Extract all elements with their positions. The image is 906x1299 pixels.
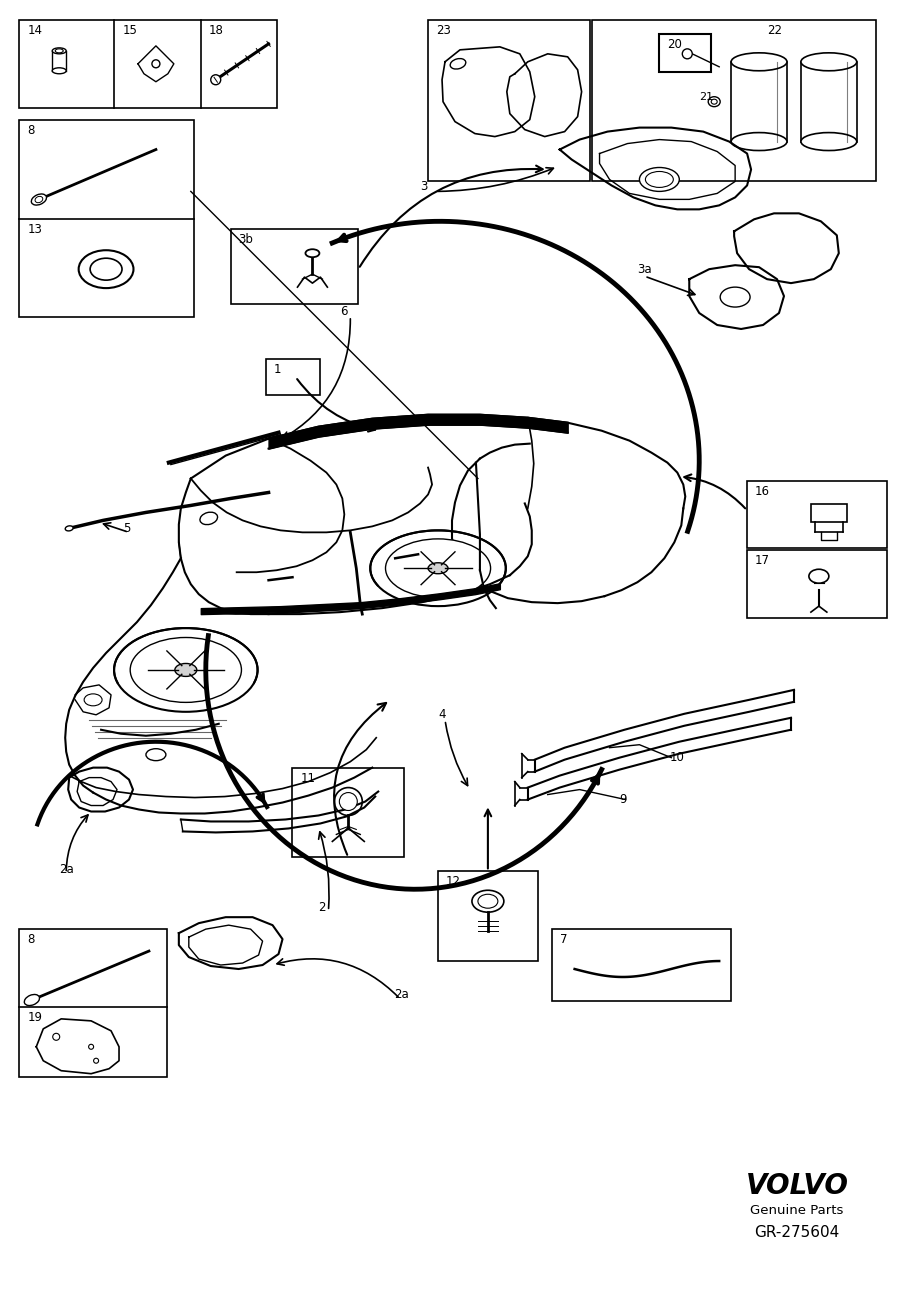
Text: 15: 15 (123, 23, 138, 36)
Text: Genuine Parts: Genuine Parts (750, 1204, 843, 1217)
Text: 5: 5 (123, 522, 130, 535)
Text: 18: 18 (208, 23, 224, 36)
Ellipse shape (211, 75, 221, 84)
Bar (428, 19, 590, 182)
Ellipse shape (708, 96, 720, 107)
Text: 10: 10 (670, 751, 684, 764)
Ellipse shape (682, 49, 692, 58)
Text: 20: 20 (668, 38, 682, 51)
Ellipse shape (93, 1059, 99, 1063)
Bar (801, 62, 857, 142)
Bar (19, 929, 167, 1077)
Text: 2a: 2a (59, 863, 74, 876)
Ellipse shape (428, 562, 448, 574)
Text: GR-275604: GR-275604 (755, 1225, 840, 1239)
Bar (747, 551, 887, 618)
Ellipse shape (801, 132, 857, 151)
Ellipse shape (450, 58, 466, 69)
Text: 17: 17 (755, 555, 770, 568)
Ellipse shape (146, 748, 166, 761)
Ellipse shape (801, 53, 857, 70)
Ellipse shape (114, 627, 257, 712)
Ellipse shape (711, 99, 718, 104)
Text: 6: 6 (341, 304, 348, 317)
Ellipse shape (731, 132, 787, 151)
Text: 21: 21 (699, 92, 713, 101)
Ellipse shape (720, 287, 750, 307)
Text: 8: 8 (27, 123, 34, 136)
Bar (19, 120, 194, 317)
Text: 22: 22 (767, 23, 782, 36)
Ellipse shape (32, 194, 46, 205)
Ellipse shape (645, 171, 673, 187)
Text: 16: 16 (755, 485, 770, 498)
Text: 14: 14 (27, 23, 43, 36)
Text: 7: 7 (560, 933, 567, 946)
Text: 23: 23 (436, 23, 451, 36)
Text: 11: 11 (301, 772, 315, 785)
Ellipse shape (35, 196, 43, 203)
Ellipse shape (89, 1044, 93, 1050)
Ellipse shape (130, 638, 242, 703)
Text: 19: 19 (27, 1011, 43, 1024)
Text: 13: 13 (27, 223, 43, 236)
Bar (660, 34, 711, 71)
Ellipse shape (24, 995, 40, 1005)
Ellipse shape (90, 259, 122, 281)
Text: 2: 2 (318, 900, 326, 913)
Ellipse shape (152, 60, 159, 68)
Bar (438, 872, 538, 961)
Ellipse shape (640, 168, 680, 191)
Ellipse shape (65, 526, 73, 531)
Text: 8: 8 (27, 933, 34, 946)
Bar (552, 929, 731, 1002)
Bar (19, 19, 276, 108)
Text: 12: 12 (446, 876, 461, 889)
Bar (747, 481, 887, 548)
Ellipse shape (53, 48, 66, 53)
Ellipse shape (386, 539, 490, 598)
Bar (731, 62, 787, 142)
Text: 9: 9 (620, 792, 627, 807)
Ellipse shape (731, 53, 787, 70)
Ellipse shape (53, 68, 66, 74)
Ellipse shape (200, 512, 217, 525)
Ellipse shape (79, 251, 133, 288)
Bar (265, 359, 321, 395)
Text: 4: 4 (438, 708, 446, 721)
Bar (293, 768, 404, 857)
Bar (231, 230, 358, 304)
Bar (811, 504, 847, 522)
Ellipse shape (340, 792, 357, 811)
Ellipse shape (53, 1033, 60, 1040)
Ellipse shape (305, 249, 320, 257)
Text: VOLVO: VOLVO (746, 1173, 848, 1200)
Text: 1: 1 (274, 362, 281, 375)
Text: 3: 3 (420, 181, 428, 194)
Ellipse shape (809, 569, 829, 583)
Ellipse shape (55, 49, 63, 53)
Ellipse shape (472, 890, 504, 912)
Ellipse shape (84, 694, 102, 705)
Ellipse shape (175, 664, 197, 677)
Text: 3a: 3a (638, 262, 652, 275)
Text: 3b: 3b (238, 234, 254, 247)
Ellipse shape (478, 894, 498, 908)
Text: 2a: 2a (394, 989, 409, 1002)
Bar (592, 19, 876, 182)
Ellipse shape (334, 787, 362, 816)
Ellipse shape (371, 530, 506, 607)
